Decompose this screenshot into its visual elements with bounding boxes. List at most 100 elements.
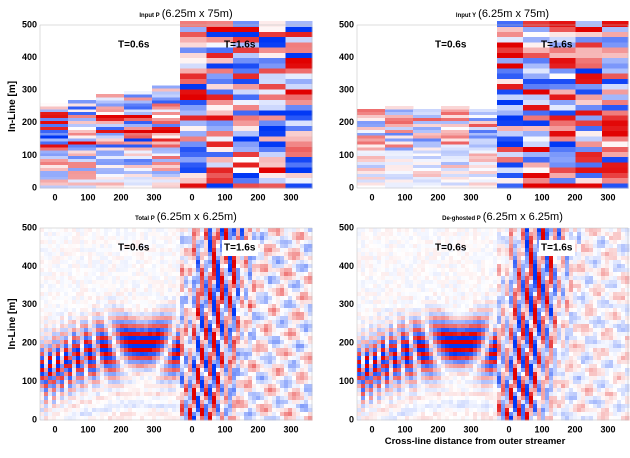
trace-cell — [168, 288, 172, 292]
trace-cell — [112, 232, 116, 236]
trace-cell — [284, 376, 288, 380]
trace-cell — [116, 380, 120, 384]
trace-cell — [148, 396, 152, 400]
trace-cell — [40, 404, 44, 408]
trace-cell — [176, 380, 180, 384]
trace-cell — [276, 384, 280, 388]
trace-cell — [244, 400, 248, 404]
trace-cell — [286, 47, 313, 53]
trace-cell — [441, 159, 470, 162]
trace-cell — [224, 320, 228, 324]
trace-cell — [156, 288, 160, 292]
trace-cell — [602, 183, 629, 189]
trace-cell — [108, 372, 112, 376]
trace-cell — [44, 348, 48, 352]
trace-cell — [276, 360, 280, 364]
trace-cell — [437, 292, 441, 296]
trace-cell — [389, 336, 393, 340]
trace-cell — [68, 296, 72, 300]
trace-cell — [132, 408, 136, 412]
trace-cell — [441, 288, 445, 292]
trace-cell — [168, 252, 172, 256]
trace-cell — [184, 268, 188, 272]
trace-cell — [433, 364, 437, 368]
trace-cell — [377, 392, 381, 396]
trace-cell — [240, 360, 244, 364]
trace-cell — [152, 396, 156, 400]
trace-cell — [260, 300, 264, 304]
trace-cell — [176, 260, 180, 264]
trace-cell — [40, 132, 69, 135]
trace-cell — [84, 332, 88, 336]
trace-cell — [286, 84, 313, 90]
trace-cell — [124, 324, 128, 328]
trace-cell — [60, 264, 64, 268]
trace-cell — [288, 296, 292, 300]
x-tick-label: 300 — [283, 192, 298, 202]
trace-cell — [260, 396, 264, 400]
trace-cell — [272, 240, 276, 244]
trace-cell — [48, 356, 52, 360]
trace-cell — [80, 236, 84, 240]
trace-cell — [292, 276, 296, 280]
trace-cell — [365, 336, 369, 340]
trace-cell — [40, 167, 69, 170]
trace-cell — [120, 372, 124, 376]
trace-cell — [248, 352, 252, 356]
trace-cell — [76, 396, 80, 400]
trace-cell — [381, 392, 385, 396]
trace-cell — [172, 284, 176, 288]
trace-cell — [68, 150, 97, 153]
trace-cell — [284, 404, 288, 408]
trace-cell — [549, 146, 576, 152]
trace-cell — [128, 232, 132, 236]
trace-cell — [260, 228, 264, 232]
trace-cell — [405, 404, 409, 408]
trace-cell — [244, 408, 248, 412]
trace-cell — [168, 264, 172, 268]
trace-cell — [88, 268, 92, 272]
trace-cell — [252, 284, 256, 288]
trace-cell — [168, 292, 172, 296]
trace-cell — [300, 404, 304, 408]
trace-cell — [292, 316, 296, 320]
trace-cell — [576, 68, 603, 74]
trace-cell — [136, 280, 140, 284]
trace-cell — [523, 68, 550, 74]
trace-cell — [212, 292, 216, 296]
trace-cell — [401, 240, 405, 244]
trace-cell — [441, 396, 445, 400]
trace-cell — [437, 332, 441, 336]
trace-cell — [216, 276, 220, 280]
trace-cell — [300, 408, 304, 412]
trace-cell — [124, 176, 153, 179]
trace-cell — [60, 296, 64, 300]
trace-cell — [148, 292, 152, 296]
trace-cell — [128, 380, 132, 384]
trace-cell — [124, 103, 153, 106]
trace-cell — [164, 260, 168, 264]
trace-cell — [264, 336, 268, 340]
trace-cell — [172, 276, 176, 280]
trace-cell — [64, 348, 68, 352]
y-tick-label: 400 — [22, 52, 37, 62]
trace-cell — [204, 264, 208, 268]
trace-cell — [417, 324, 421, 328]
trace-cell — [252, 304, 256, 308]
trace-cell — [100, 340, 104, 344]
trace-cell — [100, 260, 104, 264]
trace-cell — [56, 356, 60, 360]
trace-cell — [264, 284, 268, 288]
trace-cell — [602, 68, 629, 74]
trace-cell — [248, 296, 252, 300]
trace-cell — [188, 284, 192, 288]
trace-cell — [88, 324, 92, 328]
trace-cell — [401, 232, 405, 236]
trace-cell — [172, 244, 176, 248]
trace-cell — [397, 288, 401, 292]
trace-cell — [84, 248, 88, 252]
trace-cell — [164, 296, 168, 300]
trace-cell — [168, 268, 172, 272]
trace-cell — [100, 232, 104, 236]
trace-cell — [288, 332, 292, 336]
